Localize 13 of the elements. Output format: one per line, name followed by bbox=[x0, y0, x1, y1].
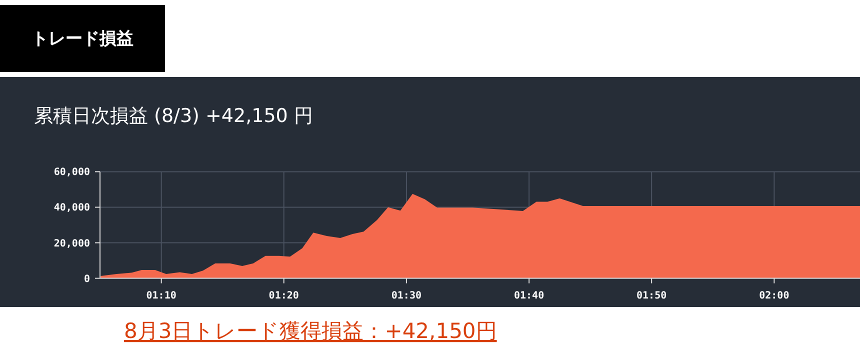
y-tick-label: 20,000 bbox=[54, 238, 90, 250]
x-tick-label: 01:50 bbox=[636, 290, 667, 302]
chart-title: トレード損益 bbox=[32, 29, 134, 49]
y-tick-label: 40,000 bbox=[54, 202, 90, 214]
x-tick-label: 01:20 bbox=[268, 290, 299, 302]
x-tick-label: 01:30 bbox=[391, 290, 422, 302]
x-tick-label: 01:40 bbox=[514, 290, 544, 302]
y-tick-label: 60,000 bbox=[54, 167, 90, 178]
y-tick-label: 0 bbox=[84, 274, 90, 285]
x-tick-label: 01:10 bbox=[146, 290, 176, 302]
x-tick-label: 02:00 bbox=[759, 290, 790, 302]
chart-subtitle: 累積日次損益 (8/3) +42,150 円 bbox=[34, 105, 313, 127]
text: 8月3日トレード獲得損益：+42,150円 bbox=[124, 319, 497, 343]
